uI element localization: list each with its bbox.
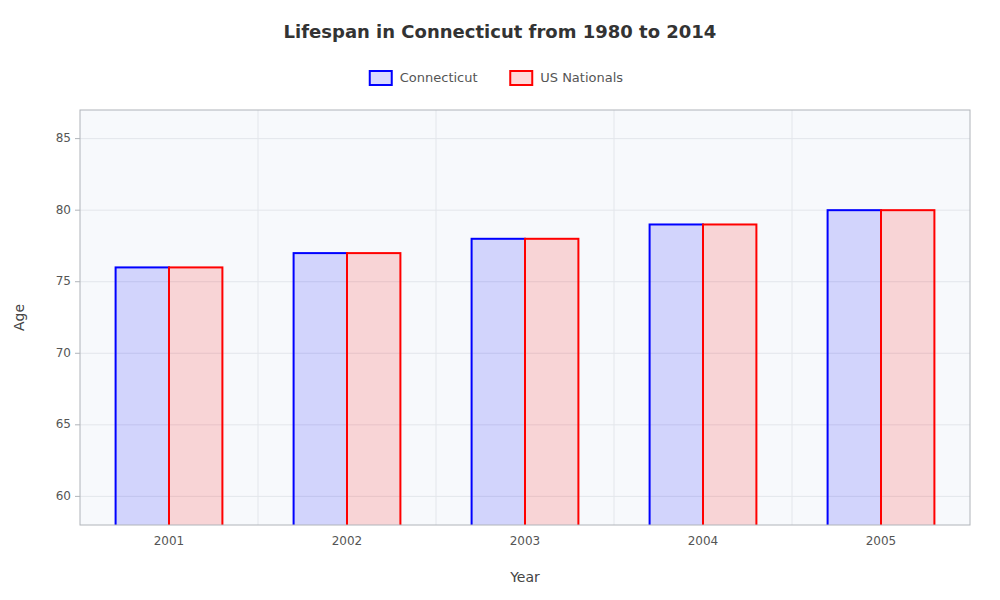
legend-swatch bbox=[370, 71, 392, 85]
y-tick-label: 80 bbox=[56, 203, 71, 217]
y-axis: 60 65 70 75 80 85 bbox=[56, 131, 80, 503]
bar bbox=[116, 267, 169, 525]
x-tick-label: 2005 bbox=[866, 534, 897, 548]
y-tick-label: 85 bbox=[56, 131, 71, 145]
x-tick-label: 2001 bbox=[154, 534, 185, 548]
group-separator bbox=[258, 110, 259, 525]
legend-label: Connecticut bbox=[400, 70, 478, 85]
bar bbox=[881, 210, 934, 525]
bar bbox=[169, 267, 222, 525]
legend-label: US Nationals bbox=[540, 70, 623, 85]
bar bbox=[525, 239, 578, 525]
y-tick-label: 70 bbox=[56, 346, 71, 360]
y-tick-label: 75 bbox=[56, 274, 71, 288]
y-tick bbox=[75, 496, 80, 497]
y-tick bbox=[75, 424, 80, 425]
bars bbox=[116, 210, 935, 525]
y-tick bbox=[75, 353, 80, 354]
group-separator bbox=[614, 110, 615, 525]
x-tick-label: 2002 bbox=[332, 534, 363, 548]
group-separator bbox=[436, 110, 437, 525]
y-tick bbox=[75, 138, 80, 139]
legend-swatch bbox=[510, 71, 532, 85]
chart-container: 60 65 70 75 80 85 2001 2002 2003 2004 2005 Year Age L… bbox=[0, 0, 1000, 600]
y-tick bbox=[75, 210, 80, 211]
x-axis: 2001 2002 2003 2004 2005 bbox=[154, 534, 897, 548]
bar bbox=[703, 224, 756, 525]
bar bbox=[294, 253, 347, 525]
bar bbox=[347, 253, 400, 525]
y-tick bbox=[75, 281, 80, 282]
y-axis-label: Age bbox=[11, 304, 27, 331]
x-tick-label: 2004 bbox=[688, 534, 719, 548]
legend: Connecticut US Nationals bbox=[370, 70, 624, 86]
x-tick-label: 2003 bbox=[510, 534, 541, 548]
chart-title: Lifespan in Connecticut from 1980 to 201… bbox=[284, 21, 717, 42]
grid-line bbox=[80, 138, 970, 139]
bar bbox=[828, 210, 881, 525]
x-axis-label: Year bbox=[509, 569, 540, 585]
bar bbox=[472, 239, 525, 525]
chart-svg: 60 65 70 75 80 85 2001 2002 2003 2004 2005 Year Age L… bbox=[0, 0, 1000, 600]
plot-frame bbox=[80, 110, 970, 525]
y-tick-label: 60 bbox=[56, 489, 71, 503]
group-separator bbox=[792, 110, 793, 525]
y-tick-label: 65 bbox=[56, 417, 71, 431]
bar bbox=[650, 224, 703, 525]
